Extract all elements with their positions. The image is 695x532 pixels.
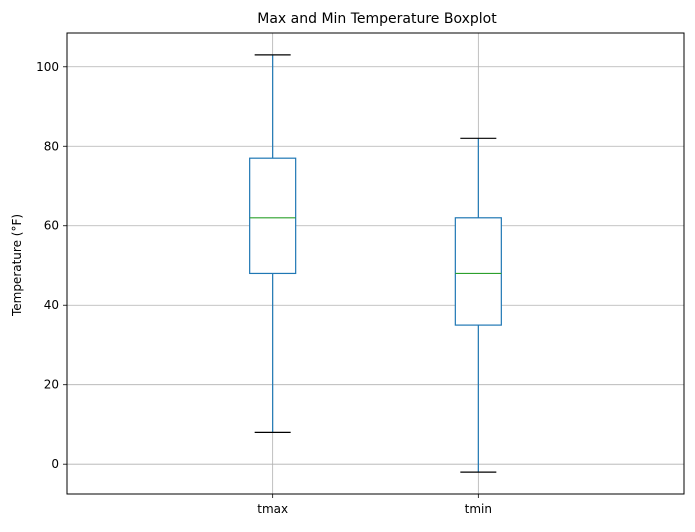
- y-tick-label: 80: [44, 139, 59, 153]
- iqr-box: [454, 217, 502, 326]
- iqr-box: [249, 157, 297, 275]
- y-tick-label: 40: [44, 298, 59, 312]
- tick-layer: 0 20 40 60 80 100 tmax tmin: [36, 60, 492, 516]
- y-tick-label: 100: [36, 60, 59, 74]
- y-tick-label: 0: [51, 457, 59, 471]
- chart-title: Max and Min Temperature Boxplot: [257, 11, 497, 27]
- y-tick-label: 60: [44, 219, 59, 233]
- box-tmin: [454, 137, 502, 473]
- y-axis-title: Temperature (°F): [10, 214, 24, 317]
- grid-layer: [67, 33, 684, 494]
- x-tick-label: tmax: [257, 502, 288, 516]
- box-tmax: [249, 54, 297, 434]
- y-tick-label: 20: [44, 378, 59, 392]
- plot-frame: [66, 32, 685, 495]
- x-tick-label: tmin: [465, 502, 492, 516]
- box-layer: [249, 54, 502, 473]
